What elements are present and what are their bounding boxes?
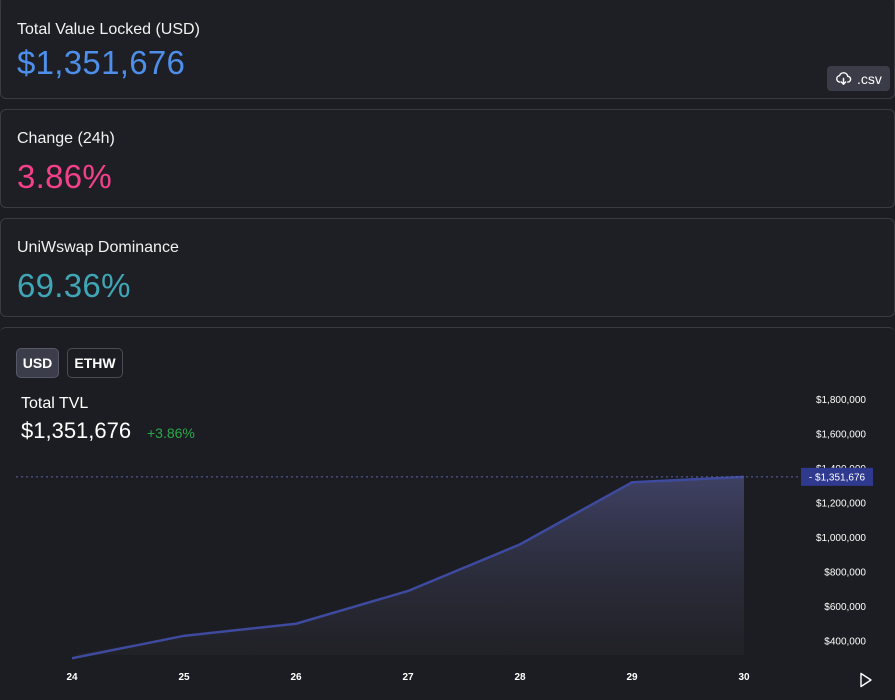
last-value-label: - $1,351,676 [809,472,866,483]
tvl-area [72,476,744,655]
x-tick-label: 24 [66,672,78,683]
play-icon[interactable] [858,672,874,688]
change-label: Change (24h) [17,130,115,147]
dominance-label: UniWswap Dominance [17,239,179,256]
tvl-value: $1,351,676 [17,44,186,81]
dominance-card: UniWswap Dominance 69.36% [0,218,895,317]
x-tick-label: 25 [178,672,190,683]
cloud-download-icon [836,72,852,85]
series-layer [71,475,745,660]
legend-title: Total TVL [21,395,89,412]
change-card: Change (24h) 3.86% [0,109,895,208]
x-tick-label: 29 [626,672,638,683]
y-tick-label: $1,800,000 [816,395,866,406]
y-tick-label: $1,000,000 [816,533,866,544]
y-axis: $400,000 $600,000 $800,000 $1,000,000 $1,200… [816,395,866,648]
x-tick-label: 27 [402,672,414,683]
legend-change: +3.86% [147,425,195,441]
x-axis: 24 25 26 27 28 29 30 [66,672,750,683]
csv-button-label: .csv [857,70,882,87]
dominance-value: 69.36% [17,267,131,304]
price-line-layer: - $1,351,676 [16,467,873,486]
y-tick-label: $1,600,000 [816,430,866,441]
change-value: 3.86% [17,158,113,195]
csv-download-button[interactable]: .csv [827,66,890,91]
legend-value: $1,351,676 [21,418,132,443]
x-tick-label: 26 [290,672,302,683]
y-tick-label: $1,200,000 [816,499,866,510]
x-tick-label: 30 [738,672,750,683]
y-tick-label: $400,000 [824,637,866,648]
last-value-tag [801,467,873,486]
tvl-label: Total Value Locked (USD) [17,21,200,38]
tvl-card: Total Value Locked (USD) $1,351,676 [0,0,895,99]
ethw-toggle-button[interactable]: ETHW [67,348,123,378]
x-tick-label: 28 [514,672,526,683]
usd-toggle-button[interactable]: USD [16,348,59,378]
y-tick-label: $600,000 [824,602,866,613]
y-tick-label: $800,000 [824,568,866,579]
